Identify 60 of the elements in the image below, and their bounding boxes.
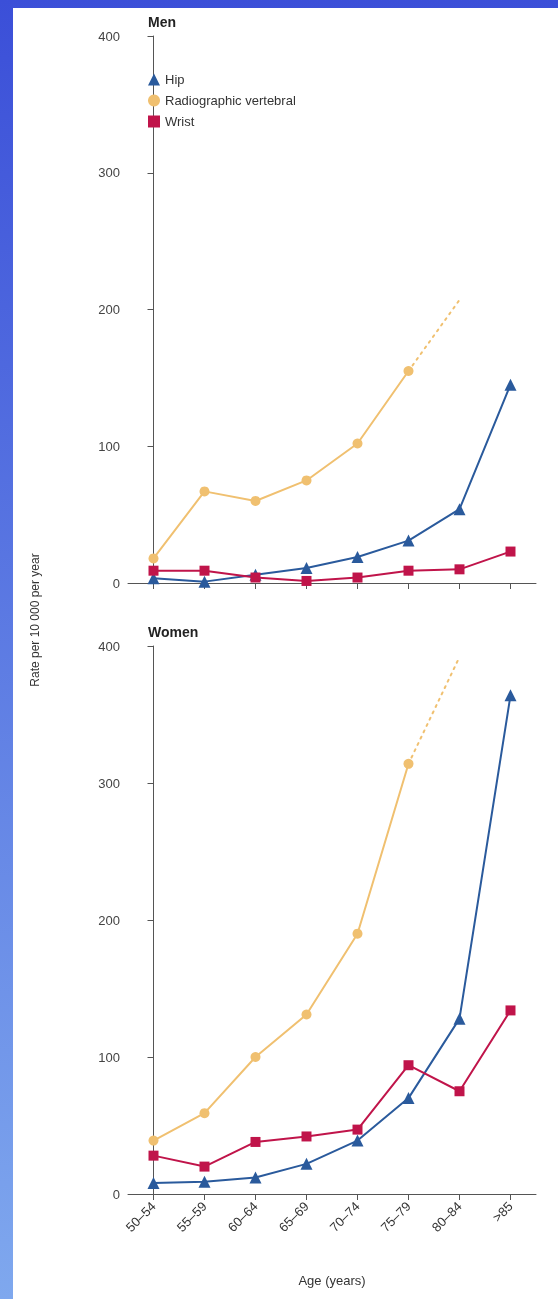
- point: [301, 1009, 312, 1020]
- point: [300, 561, 313, 574]
- point: [402, 1092, 415, 1105]
- point: [402, 534, 415, 547]
- y-tick-label: 0: [112, 575, 120, 591]
- point: [300, 1157, 313, 1170]
- point: [351, 1134, 364, 1147]
- point: [301, 1131, 312, 1142]
- point: [453, 503, 466, 516]
- point: [148, 1135, 159, 1146]
- point: [454, 564, 465, 575]
- y-tick-label: 100: [98, 438, 120, 454]
- point: [453, 1012, 466, 1025]
- y-tick-label: 200: [98, 302, 120, 317]
- point: [403, 565, 414, 576]
- point: [301, 475, 312, 486]
- point: [148, 565, 159, 576]
- point: [199, 486, 210, 497]
- point: [301, 575, 312, 586]
- point: [352, 438, 363, 449]
- point: [198, 1175, 211, 1188]
- point: [504, 689, 517, 702]
- point: [199, 565, 210, 576]
- point: [148, 553, 159, 564]
- y-tick-label: 400: [98, 638, 120, 654]
- y-axis-title: Rate per 10 000 per year: [28, 553, 42, 687]
- point: [148, 1150, 159, 1161]
- y-tick-label: 300: [98, 165, 120, 181]
- point: [403, 366, 414, 377]
- y-tick-label: 200: [98, 912, 120, 928]
- x-tick-label: >85: [489, 1198, 516, 1225]
- point: [454, 1086, 465, 1097]
- point: [199, 1108, 210, 1119]
- point: [250, 1052, 261, 1062]
- legend-label: Wrist: [165, 114, 195, 129]
- point: [352, 572, 363, 583]
- point: [403, 1060, 414, 1071]
- chart-title: Women: [148, 624, 199, 640]
- y-tick-label: 300: [98, 775, 120, 791]
- point: [504, 378, 517, 391]
- chart-title: Men: [148, 14, 176, 30]
- point: [352, 1124, 363, 1135]
- y-tick-label: 100: [98, 1049, 120, 1065]
- point: [250, 1136, 261, 1147]
- point: [352, 928, 363, 939]
- point: [199, 1161, 210, 1172]
- legend-label: Hip: [165, 72, 185, 87]
- legend-label: Radiographic vertebral: [165, 93, 296, 108]
- point: [403, 758, 414, 769]
- y-tick-label: 0: [112, 1186, 120, 1202]
- point: [505, 546, 516, 557]
- x-axis-title: Age (years): [298, 1273, 366, 1288]
- point: [249, 1171, 262, 1184]
- point: [198, 575, 211, 588]
- point: [505, 1005, 516, 1016]
- point: [250, 572, 261, 583]
- point: [250, 495, 261, 506]
- point: [351, 551, 364, 564]
- y-tick-label: 400: [98, 28, 120, 44]
- point: [147, 1177, 160, 1190]
